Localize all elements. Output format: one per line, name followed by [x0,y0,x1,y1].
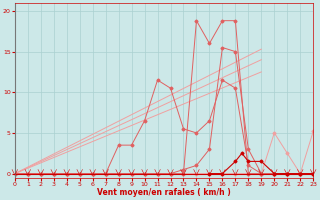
X-axis label: Vent moyen/en rafales ( km/h ): Vent moyen/en rafales ( km/h ) [97,188,231,197]
